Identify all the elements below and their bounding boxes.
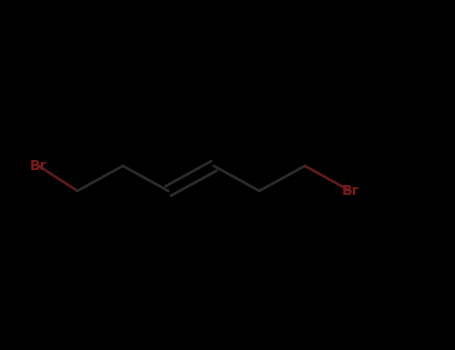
- Text: Br: Br: [30, 159, 47, 173]
- Text: Br: Br: [342, 184, 359, 198]
